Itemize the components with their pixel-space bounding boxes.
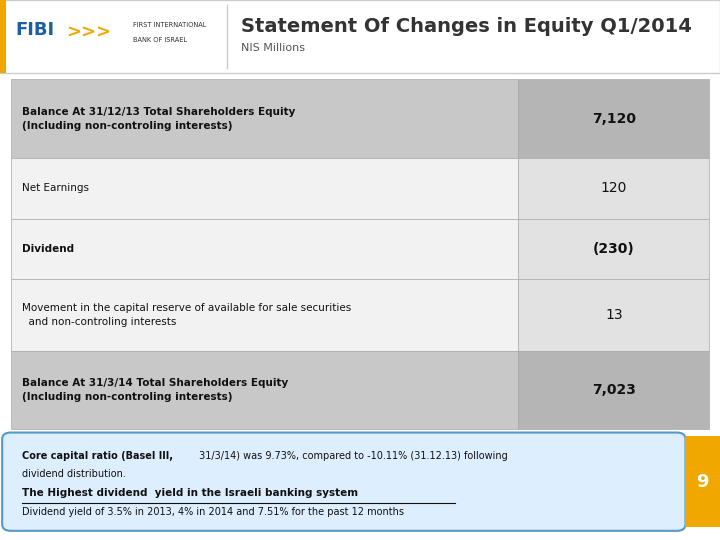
Text: BANK OF ISRAEL: BANK OF ISRAEL <box>133 37 187 43</box>
Text: Dividend: Dividend <box>22 244 73 254</box>
FancyBboxPatch shape <box>0 0 720 73</box>
FancyBboxPatch shape <box>0 0 6 73</box>
Text: 31/3/14) was 9.73%, compared to -10.11% (31.12.13) following: 31/3/14) was 9.73%, compared to -10.11% … <box>196 451 508 461</box>
Text: >>>: >>> <box>66 23 111 41</box>
FancyBboxPatch shape <box>518 279 709 351</box>
Text: Core capital ratio (Basel III,: Core capital ratio (Basel III, <box>22 451 173 461</box>
FancyBboxPatch shape <box>518 79 709 158</box>
FancyBboxPatch shape <box>11 158 518 219</box>
Text: Net Earnings: Net Earnings <box>22 183 89 193</box>
FancyBboxPatch shape <box>518 158 709 219</box>
FancyBboxPatch shape <box>685 436 720 527</box>
Text: 120: 120 <box>600 181 627 195</box>
Text: 7,023: 7,023 <box>592 383 636 397</box>
Text: 9: 9 <box>696 472 709 491</box>
FancyBboxPatch shape <box>518 351 709 429</box>
Text: dividend distribution.: dividend distribution. <box>22 469 125 479</box>
Text: Balance At 31/3/14 Total Shareholders Equity
(Including non-controling interests: Balance At 31/3/14 Total Shareholders Eq… <box>22 378 288 402</box>
Text: Movement in the capital reserve of available for sale securities
  and non-contr: Movement in the capital reserve of avail… <box>22 303 351 327</box>
FancyBboxPatch shape <box>11 79 518 158</box>
Text: FIBI: FIBI <box>16 21 55 39</box>
Text: Balance At 31/12/13 Total Shareholders Equity
(Including non-controling interest: Balance At 31/12/13 Total Shareholders E… <box>22 107 295 131</box>
Text: 7,120: 7,120 <box>592 112 636 126</box>
FancyBboxPatch shape <box>11 279 518 351</box>
FancyBboxPatch shape <box>11 351 518 429</box>
FancyBboxPatch shape <box>518 219 709 279</box>
Text: 13: 13 <box>605 308 623 322</box>
Text: The Highest dividend  yield in the Israeli banking system: The Highest dividend yield in the Israel… <box>22 488 358 498</box>
Text: (230): (230) <box>593 242 634 256</box>
FancyBboxPatch shape <box>11 219 518 279</box>
FancyBboxPatch shape <box>2 433 685 531</box>
Text: Statement Of Changes in Equity Q1/2014: Statement Of Changes in Equity Q1/2014 <box>241 17 692 36</box>
Text: Dividend yield of 3.5% in 2013, 4% in 2014 and 7.51% for the past 12 months: Dividend yield of 3.5% in 2013, 4% in 20… <box>22 507 404 517</box>
Text: NIS Millions: NIS Millions <box>241 43 305 53</box>
Text: FIRST INTERNATIONAL: FIRST INTERNATIONAL <box>133 22 207 28</box>
